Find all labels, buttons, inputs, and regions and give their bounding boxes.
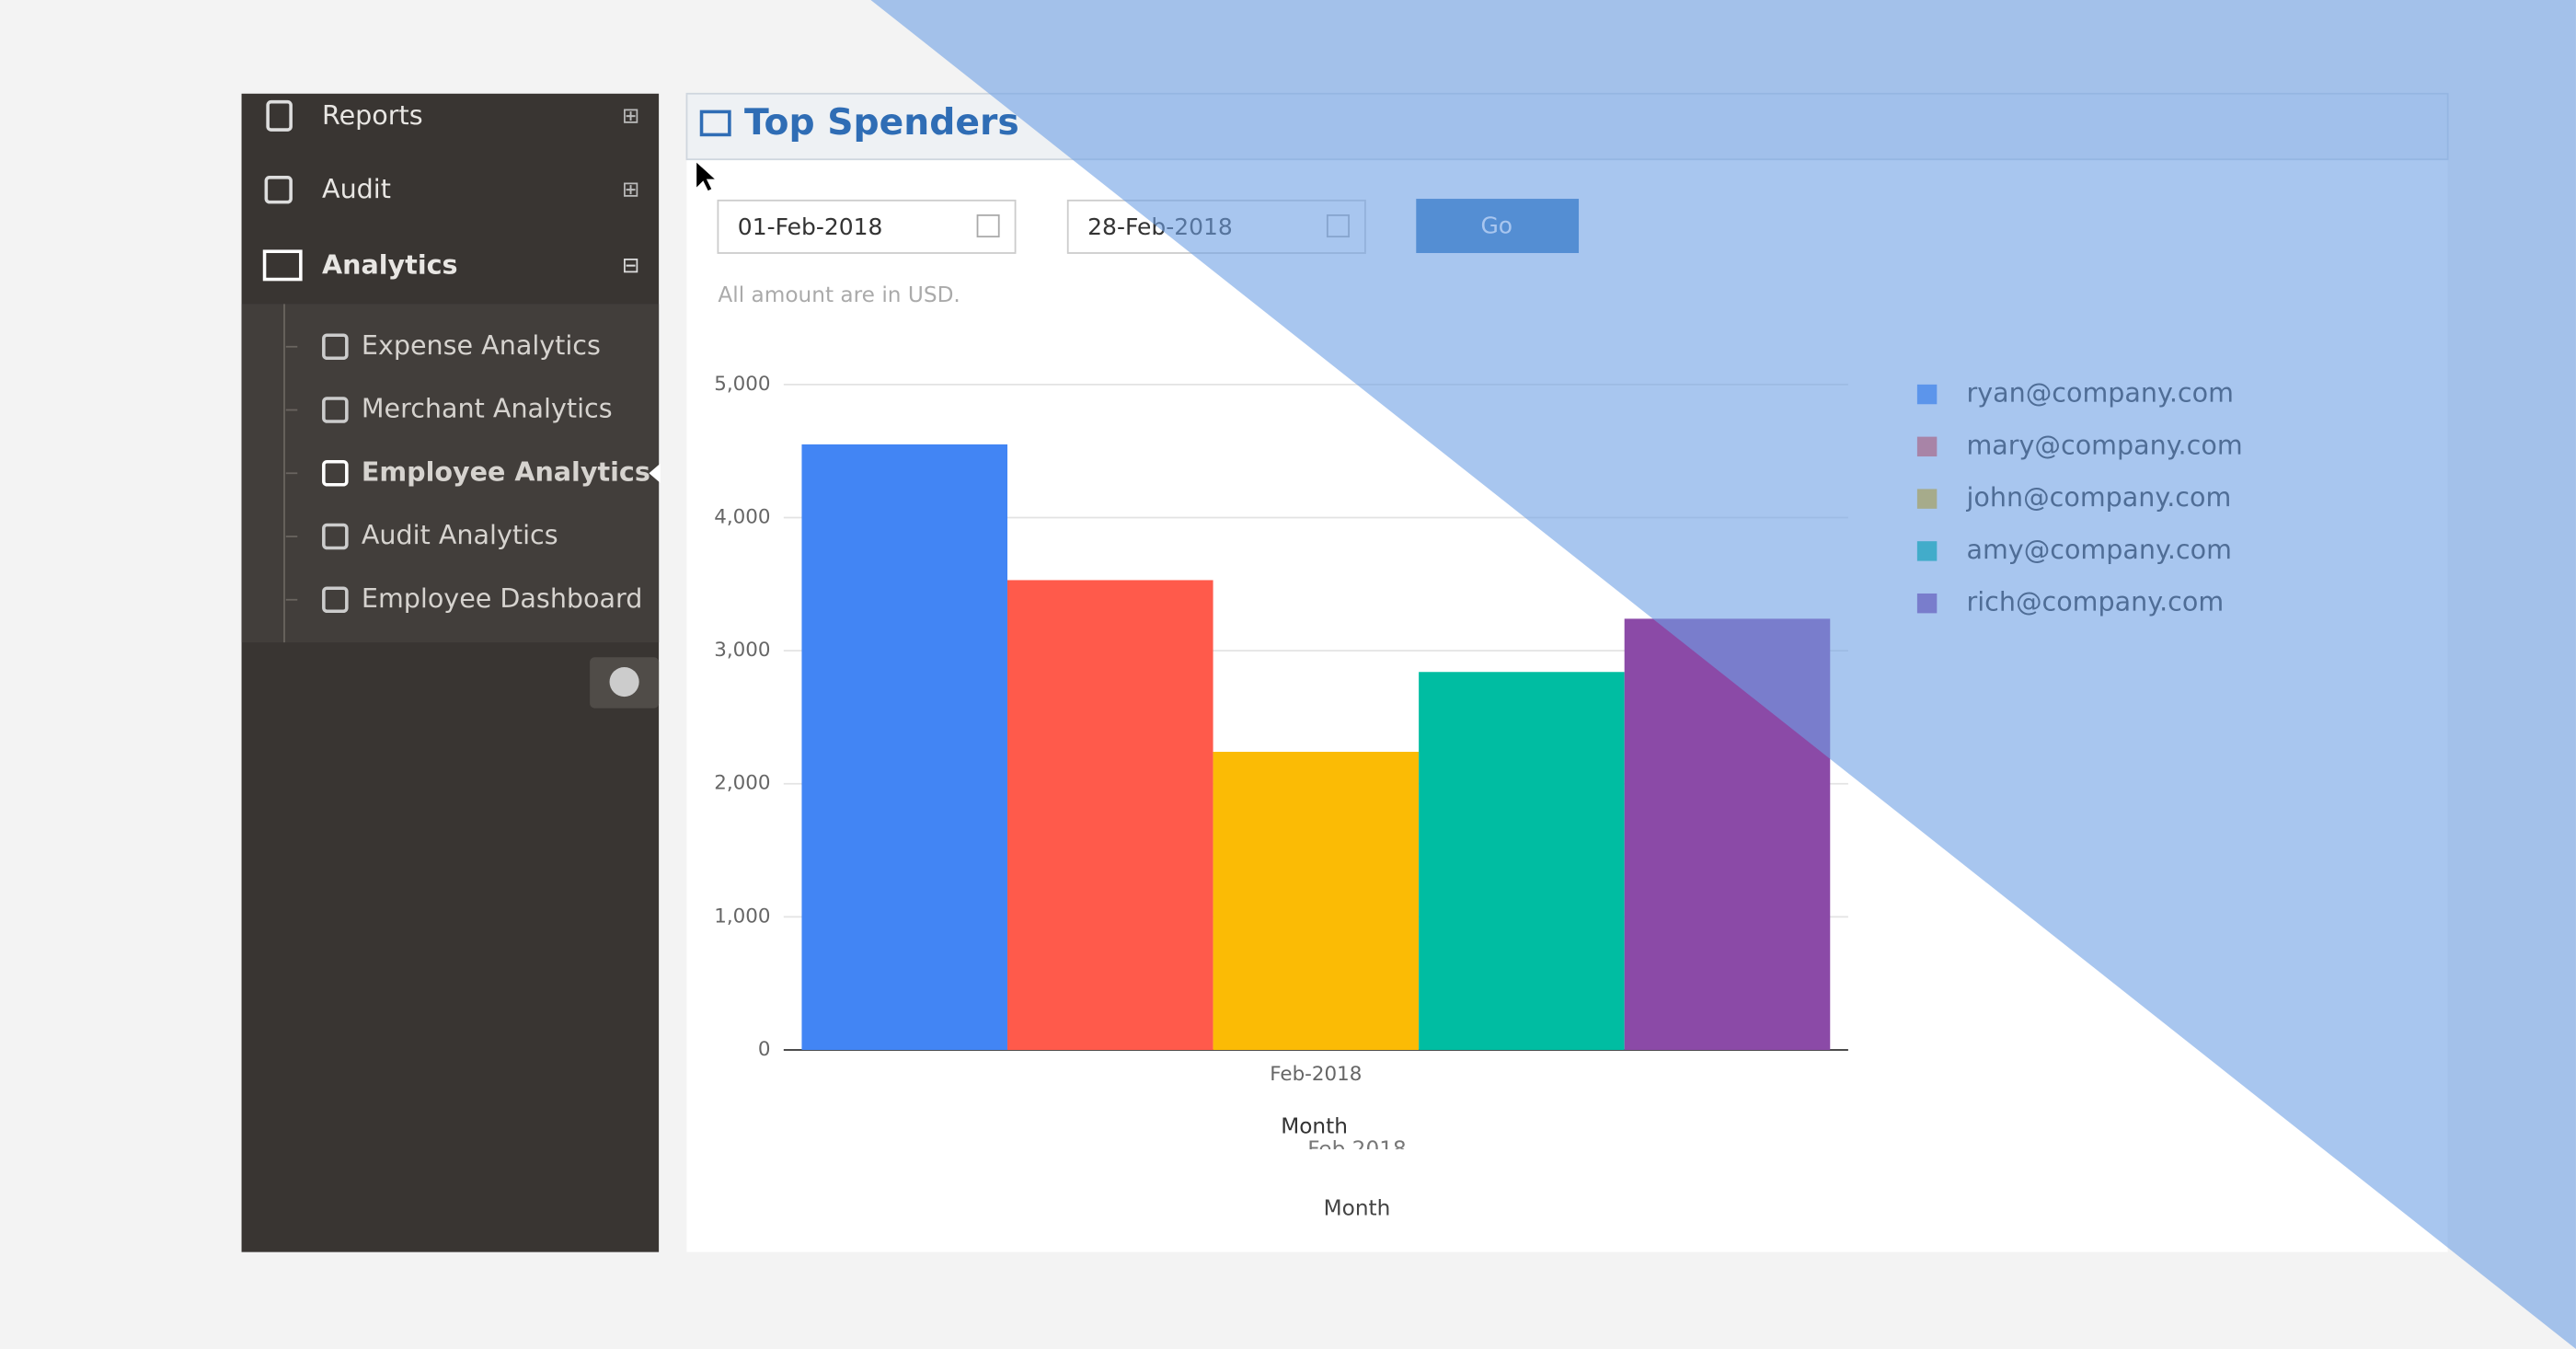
expand-icon: ⊞ bbox=[622, 103, 639, 128]
bar bbox=[1213, 752, 1420, 1051]
submenu-item[interactable]: Merchant Analytics bbox=[285, 393, 613, 424]
currency-note: All amount are in USD. bbox=[718, 282, 960, 307]
y-tick-label: 5,000 bbox=[714, 373, 770, 396]
submenu-label: Employee Analytics bbox=[362, 455, 650, 487]
menu-reports[interactable]: Reports ⊞ bbox=[266, 99, 639, 132]
submenu-item[interactable]: Employee Analytics bbox=[285, 455, 650, 487]
y-tick-label: 3,000 bbox=[714, 639, 770, 662]
ghost-label: Month bbox=[1324, 1196, 1391, 1221]
submenu-label: Merchant Analytics bbox=[362, 393, 613, 424]
expand-icon: ⊞ bbox=[622, 178, 639, 202]
submenu-label: Employee Dashboard bbox=[362, 582, 643, 614]
submenu-label: Expense Analytics bbox=[362, 329, 601, 361]
bar bbox=[1007, 580, 1213, 1051]
overlay bbox=[870, 0, 2576, 1349]
y-tick-label: 0 bbox=[758, 1038, 771, 1061]
y-tick-label: 1,000 bbox=[714, 905, 770, 928]
icon bbox=[262, 249, 303, 282]
start-date: 01-Feb-2018 bbox=[738, 213, 883, 240]
menu-audit[interactable]: Audit ⊞ bbox=[264, 173, 639, 204]
icon bbox=[264, 176, 293, 204]
title-icon bbox=[699, 110, 731, 137]
icon bbox=[266, 99, 293, 132]
x-tick-label: Feb-2018 bbox=[1270, 1063, 1362, 1086]
calendar-icon[interactable] bbox=[976, 214, 1000, 238]
submenu-item[interactable]: Audit Analytics bbox=[285, 519, 558, 550]
menu-analytics[interactable]: Analytics ⊟ bbox=[262, 248, 640, 282]
icon bbox=[322, 586, 349, 614]
menu-label: Analytics bbox=[322, 248, 458, 280]
x-axis-title: Month bbox=[1281, 1113, 1348, 1138]
y-tick-label: 4,000 bbox=[714, 505, 770, 528]
icon bbox=[322, 333, 349, 361]
active-pointer bbox=[649, 463, 661, 483]
submenu-bg bbox=[241, 304, 660, 643]
start-date-input[interactable] bbox=[717, 199, 1017, 254]
icon bbox=[322, 523, 349, 550]
menu-label: Reports bbox=[322, 99, 423, 131]
bar bbox=[1419, 672, 1625, 1051]
sidebar bbox=[241, 93, 660, 1252]
bar bbox=[801, 444, 1008, 1051]
submenu-item[interactable]: Expense Analytics bbox=[285, 329, 601, 361]
y-tick-label: 2,000 bbox=[714, 772, 770, 795]
submenu-label: Audit Analytics bbox=[362, 519, 558, 550]
cursor bbox=[696, 162, 715, 191]
submenu-item[interactable]: Employee Dashboard bbox=[285, 582, 643, 614]
panel-title: Top Spenders bbox=[744, 102, 1019, 144]
icon bbox=[322, 459, 349, 487]
collapse-icon bbox=[609, 666, 639, 698]
collapse-icon: ⊟ bbox=[622, 253, 639, 278]
icon bbox=[322, 397, 349, 423]
menu-label: Audit bbox=[322, 173, 391, 204]
